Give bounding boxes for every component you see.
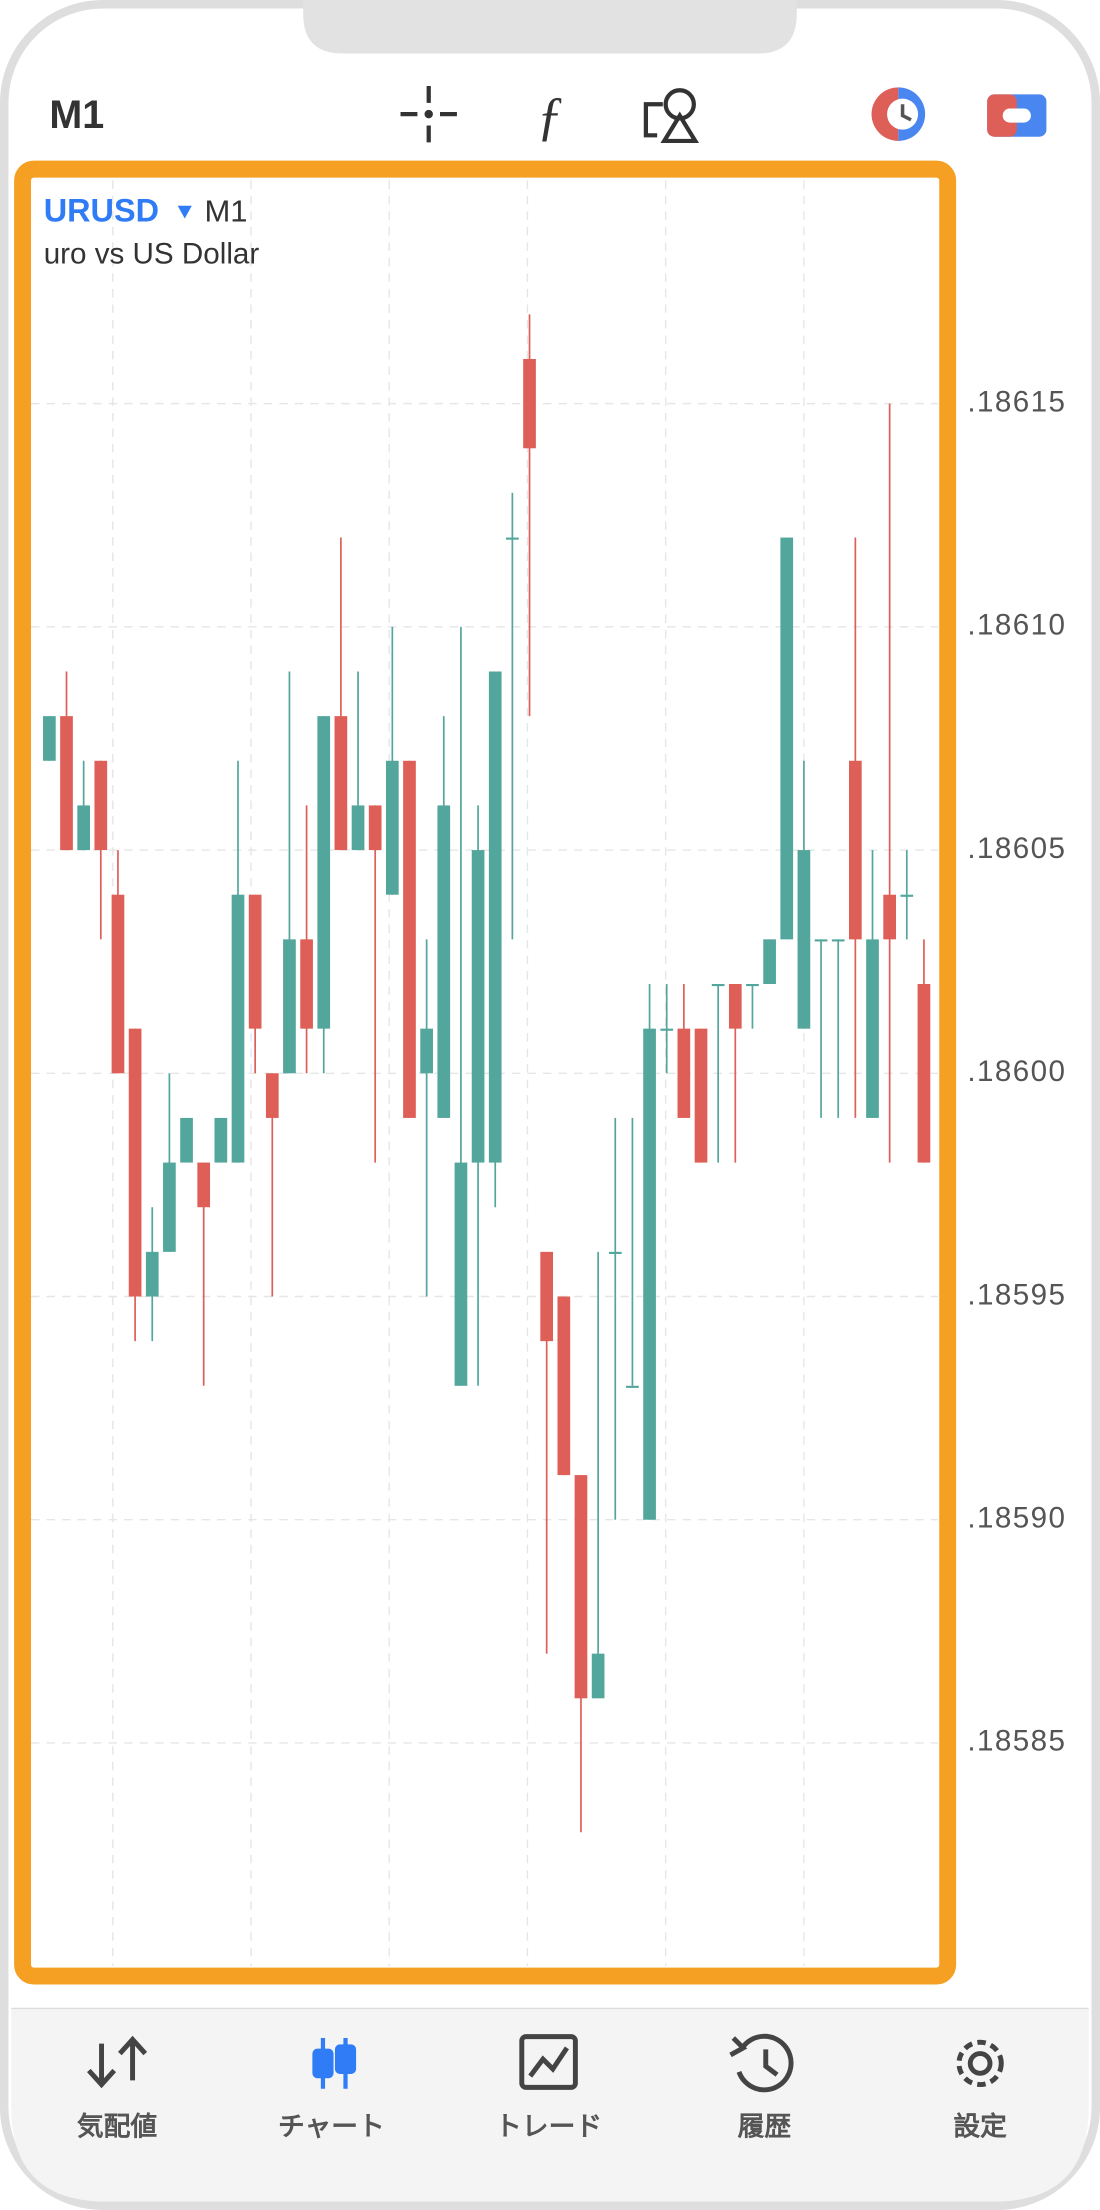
candle-body xyxy=(214,1117,228,1163)
plot xyxy=(31,314,938,1833)
time-grid xyxy=(112,180,805,1967)
candle-body xyxy=(677,1028,691,1118)
candle-body xyxy=(797,850,811,1029)
trade-signal-icon[interactable] xyxy=(871,87,926,141)
candle-body xyxy=(506,537,519,540)
chart-timeframe: M1 xyxy=(204,193,247,228)
candle-body xyxy=(488,671,502,1163)
tab-bar xyxy=(11,2008,1089,2202)
tab-label[interactable]: 気配値 xyxy=(77,2110,158,2141)
y-tick-label: .18615 xyxy=(967,385,1066,418)
candle-body xyxy=(180,1117,193,1163)
candle-body xyxy=(900,894,914,897)
trade-icon[interactable] xyxy=(519,2034,578,2090)
crosshair-icon[interactable] xyxy=(400,85,457,143)
symbol-description: uro vs US Dollar xyxy=(44,238,260,271)
y-tick-label: .18595 xyxy=(967,1278,1066,1311)
candle-body xyxy=(608,1251,622,1254)
candle-body xyxy=(77,805,91,851)
objects-icon[interactable] xyxy=(643,88,700,144)
candle-body xyxy=(523,358,536,449)
candle-body xyxy=(437,805,451,1118)
tab-label[interactable]: チャート xyxy=(278,2111,385,2141)
candle-body xyxy=(557,1296,571,1476)
candle-body xyxy=(351,805,365,851)
candle-body xyxy=(763,939,776,984)
candle-body xyxy=(248,894,262,1029)
candle-body xyxy=(540,1251,554,1342)
candle-body xyxy=(831,939,845,942)
candle-body xyxy=(111,894,125,1074)
candle-body xyxy=(574,1475,588,1699)
candle-body xyxy=(265,1073,279,1118)
candle-body xyxy=(197,1162,211,1208)
y-tick-label: .18605 xyxy=(967,832,1066,865)
candle-body xyxy=(43,716,56,761)
candle-body xyxy=(420,1028,433,1074)
candle-body xyxy=(231,894,245,1163)
candle-body xyxy=(849,760,862,940)
candle-body xyxy=(917,983,931,1163)
candle-body xyxy=(643,1028,656,1520)
candle-body xyxy=(746,983,759,987)
candle-body xyxy=(403,760,416,1118)
candle-body xyxy=(694,1028,708,1163)
candle-body xyxy=(711,983,725,987)
tab-label[interactable]: 設定 xyxy=(953,2110,1007,2141)
candle-body xyxy=(128,1028,142,1297)
candle-body xyxy=(814,939,828,942)
candle-body xyxy=(660,1028,674,1031)
chart-icon[interactable] xyxy=(312,2038,357,2089)
y-tick-label: .18600 xyxy=(967,1055,1066,1088)
quotes-icon[interactable] xyxy=(87,2035,148,2089)
candle-body xyxy=(317,716,331,1029)
candle-body xyxy=(385,760,399,895)
candle-body xyxy=(94,760,108,851)
candle-body xyxy=(780,537,794,940)
candle-body xyxy=(60,716,73,851)
candle-body xyxy=(163,1162,176,1252)
indicator-icon[interactable]: ƒ xyxy=(537,86,564,146)
candle-body xyxy=(368,805,382,851)
candle-body xyxy=(300,939,313,1029)
candle-body xyxy=(866,939,879,1118)
symbol-dropdown[interactable] xyxy=(177,205,192,219)
timeframe-button[interactable]: M1 xyxy=(49,93,104,137)
candle-body xyxy=(883,894,896,940)
tab-label[interactable]: トレード xyxy=(495,2111,602,2141)
y-tick-label: .18585 xyxy=(967,1725,1066,1758)
settings-icon[interactable] xyxy=(956,2039,1004,2088)
history-icon[interactable] xyxy=(729,2033,794,2093)
candle-body xyxy=(334,716,348,851)
candle-body xyxy=(728,983,742,1029)
candle-body xyxy=(454,1162,468,1386)
candle-body xyxy=(626,1385,639,1388)
y-tick-label: .18610 xyxy=(967,609,1066,642)
symbol[interactable]: URUSD xyxy=(44,192,159,228)
candle-body xyxy=(471,850,485,1163)
tab-label[interactable]: 履歴 xyxy=(738,2111,792,2141)
candle-body xyxy=(145,1251,159,1297)
y-tick-label: .18590 xyxy=(967,1502,1066,1535)
candle-body xyxy=(283,939,296,1074)
candle-body xyxy=(591,1653,605,1699)
one-click-icon[interactable] xyxy=(987,94,1047,137)
notch xyxy=(303,0,797,54)
